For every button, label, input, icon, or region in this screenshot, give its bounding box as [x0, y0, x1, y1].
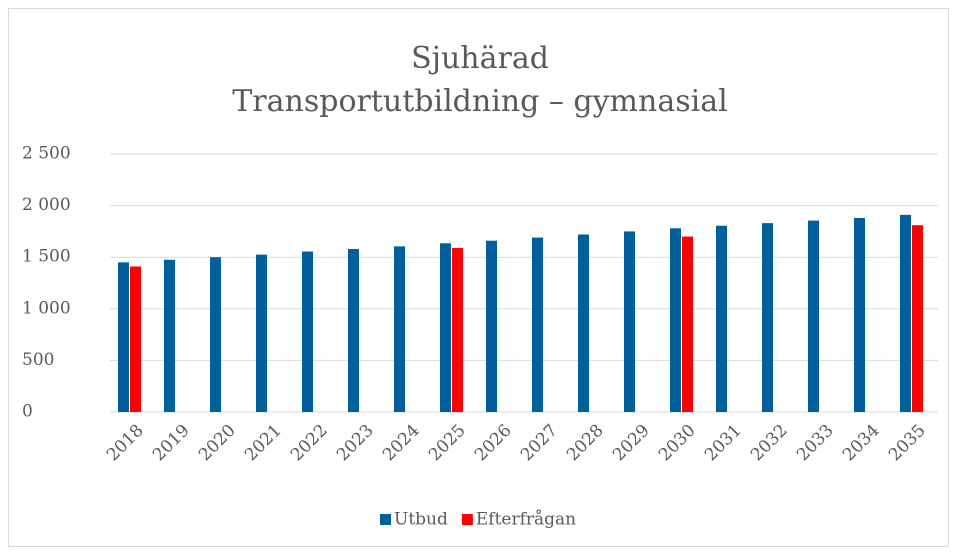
legend-swatch: [380, 514, 391, 525]
bar: [210, 257, 221, 412]
y-tick-label: 0: [22, 402, 33, 422]
bar: [854, 217, 865, 412]
bar: [130, 266, 141, 412]
bar: [440, 243, 451, 412]
chart-title: Sjuhärad: [411, 41, 549, 76]
legend-label: Utbud: [394, 510, 448, 530]
bar: [808, 220, 819, 412]
bar: [716, 225, 727, 412]
chart-title: Transportutbildning – gymnasial: [232, 84, 727, 119]
bar: [532, 237, 543, 412]
bar: [256, 254, 267, 412]
y-tick-label: 2 000: [22, 195, 71, 215]
bar: [302, 251, 313, 412]
y-tick-label: 1 000: [22, 298, 71, 318]
bar: [624, 231, 635, 412]
legend-label: Efterfrågan: [476, 510, 576, 530]
bar: [670, 228, 681, 412]
bar: [164, 259, 175, 412]
y-tick-label: 2 500: [22, 144, 71, 164]
y-tick-label: 1 500: [22, 247, 71, 267]
y-tick-label: 500: [22, 350, 54, 370]
bar: [486, 240, 497, 412]
bar: [578, 234, 589, 412]
bar: [762, 223, 773, 412]
bar: [452, 247, 463, 412]
bar: [118, 262, 129, 412]
legend-swatch: [461, 514, 473, 525]
bar: [682, 236, 693, 412]
bar: [900, 214, 911, 412]
bar: [348, 248, 359, 412]
bar: [912, 225, 923, 412]
bar: [394, 246, 405, 412]
